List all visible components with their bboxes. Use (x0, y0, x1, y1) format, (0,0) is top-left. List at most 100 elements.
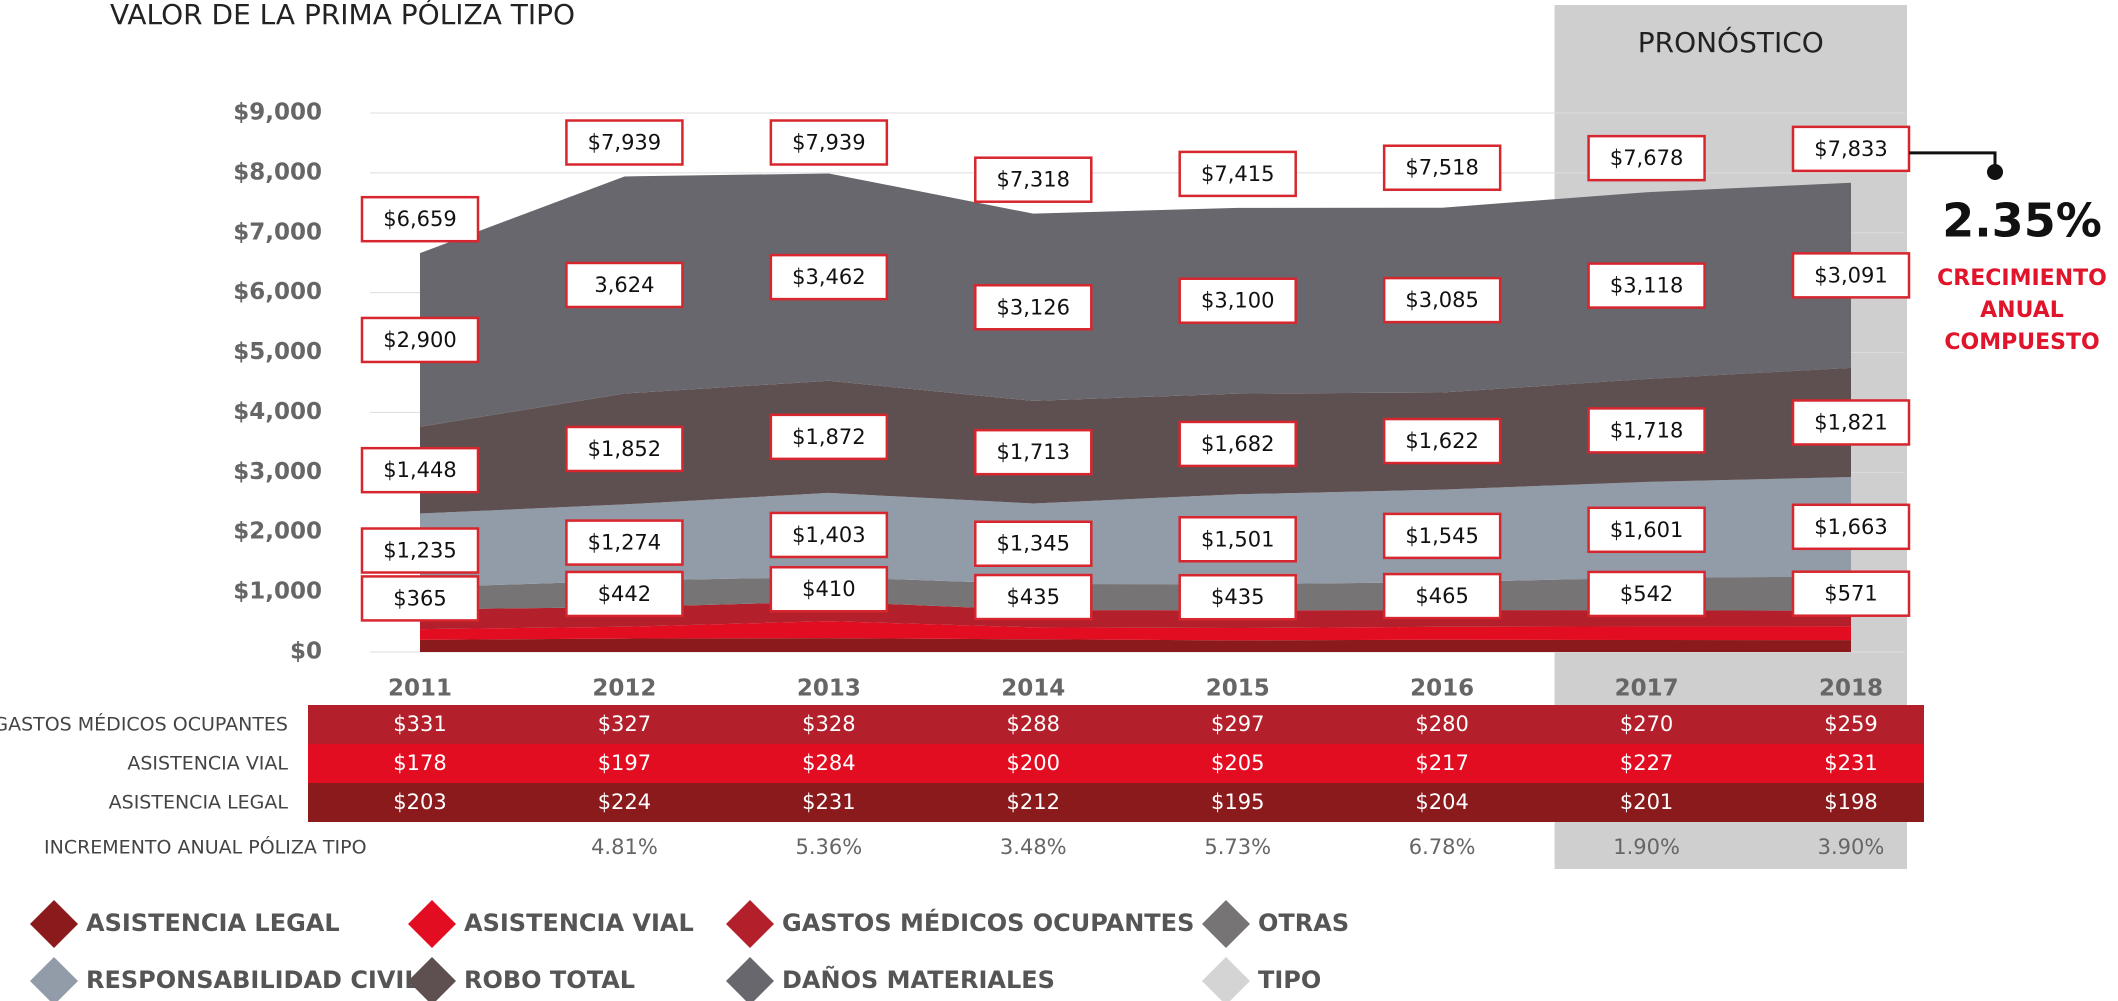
table-cell: $288 (1007, 712, 1060, 736)
label-box (974, 428, 1093, 476)
data-label: $1,448 (383, 458, 456, 482)
data-label: $3,462 (792, 265, 865, 289)
table-cell: $195 (1211, 790, 1264, 814)
table-cell: $331 (393, 712, 446, 736)
table-row (308, 705, 1924, 744)
table-cell: $204 (1415, 790, 1468, 814)
data-label: $2,900 (383, 328, 456, 352)
table-cell: $259 (1824, 712, 1877, 736)
label-box (1178, 420, 1297, 468)
label-box (1178, 573, 1297, 621)
data-label: $3,100 (1201, 289, 1274, 313)
label-box (360, 195, 480, 243)
data-label: $1,718 (1610, 418, 1683, 442)
label-box (1791, 252, 1911, 299)
table-cell: 4.81% (591, 835, 658, 859)
annotation-text: CRECIMIENTO (1937, 266, 2107, 291)
data-label: $1,872 (792, 425, 865, 449)
data-label: $1,501 (1201, 527, 1274, 551)
x-tick-label: 2011 (388, 676, 452, 702)
table-cell: $217 (1415, 751, 1468, 775)
label-box (1178, 516, 1297, 563)
legend-swatch (1202, 957, 1250, 1001)
data-label: $7,678 (1610, 146, 1683, 170)
data-label: $3,091 (1814, 263, 1887, 287)
legend-swatch (30, 957, 78, 1001)
data-label: $542 (1620, 582, 1673, 606)
area (420, 367, 1851, 514)
table-cell: $224 (598, 790, 651, 814)
label-box (565, 425, 684, 473)
area (420, 638, 1851, 652)
legend-label: RESPONSABILIDAD CIVIL (86, 966, 420, 994)
forecast-label: PRONÓSTICO (1638, 25, 1824, 59)
label-box (769, 253, 889, 301)
legend-swatch (30, 900, 78, 948)
data-label: $365 (393, 586, 446, 610)
legend-label: ASISTENCIA LEGAL (86, 909, 340, 937)
y-tick-label: $1,000 (233, 579, 322, 605)
table-cell: 3.90% (1818, 835, 1885, 859)
area (420, 173, 1851, 427)
label-box (769, 413, 889, 461)
table-cell: $227 (1620, 751, 1673, 775)
label-box (1587, 506, 1706, 554)
area (420, 621, 1851, 641)
legend-label: DAÑOS MATERIALES (782, 965, 1055, 994)
data-label: $7,939 (588, 131, 661, 155)
table-cell: $297 (1211, 712, 1264, 736)
data-label: $7,939 (792, 131, 865, 155)
y-tick-label: $0 (290, 639, 322, 665)
table-cell: 6.78% (1409, 835, 1476, 859)
label-box (1587, 407, 1706, 454)
legend-label: GASTOS MÉDICOS OCUPANTES (782, 908, 1194, 937)
row-label: INCREMENTO ANUAL PÓLIZA TIPO (44, 835, 367, 859)
x-tick-label: 2012 (592, 676, 656, 702)
label-box (974, 156, 1093, 203)
data-label: $465 (1415, 584, 1468, 608)
data-label: $1,663 (1814, 515, 1887, 539)
x-tick-label: 2014 (1001, 676, 1065, 702)
label-box (1382, 417, 1502, 465)
table-cell: $231 (802, 790, 855, 814)
x-tick-label: 2013 (797, 676, 861, 702)
table-cell: $197 (598, 751, 651, 775)
legend-swatch (726, 957, 774, 1001)
y-tick-label: $9,000 (233, 99, 322, 125)
y-tick-label: $4,000 (233, 399, 322, 425)
y-tick-label: $6,000 (233, 279, 322, 305)
table-cell: $201 (1620, 790, 1673, 814)
legend-label: OTRAS (1258, 909, 1349, 937)
y-tick-label: $7,000 (233, 219, 322, 245)
table-cell: 3.48% (1000, 835, 1067, 859)
data-label: $7,518 (1405, 156, 1478, 180)
label-box (1382, 512, 1502, 560)
label-box (1382, 144, 1502, 191)
label-box (974, 520, 1093, 567)
y-tick-label: $2,000 (233, 519, 322, 545)
table-cell: $200 (1007, 751, 1060, 775)
y-tick-label: $5,000 (233, 339, 322, 365)
y-tick-label: $3,000 (233, 459, 322, 485)
data-label: $1,403 (792, 523, 865, 547)
label-box (1178, 150, 1297, 198)
label-box (360, 446, 480, 494)
data-label: $1,274 (588, 531, 661, 555)
legend-label: ASISTENCIA VIAL (464, 909, 694, 937)
data-label: $1,235 (383, 539, 456, 563)
label-box (565, 119, 684, 166)
legend-swatch (1202, 900, 1250, 948)
chart-title: VALOR DE LA PRIMA PÓLIZA TIPO (110, 0, 575, 31)
data-label: $7,415 (1201, 162, 1274, 186)
label-box (769, 119, 889, 166)
label-box (974, 284, 1093, 331)
label-box (1382, 572, 1502, 620)
data-label: $442 (598, 582, 651, 606)
data-label: $410 (802, 577, 855, 601)
data-label: $1,852 (588, 437, 661, 461)
data-label: $1,345 (997, 532, 1070, 556)
row-label: ASISTENCIA LEGAL (109, 792, 289, 814)
row-label: GASTOS MÉDICOS OCUPANTES (0, 713, 288, 736)
data-label: $1,713 (997, 440, 1070, 464)
